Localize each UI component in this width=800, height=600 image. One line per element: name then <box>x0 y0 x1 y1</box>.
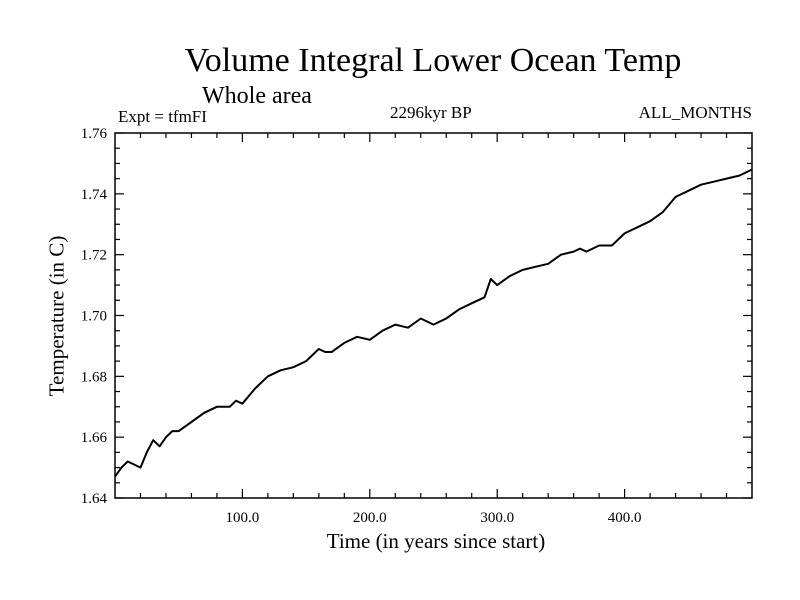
experiment-label: Expt = tfmFI <box>118 107 207 126</box>
chart-title: Volume Integral Lower Ocean Temp <box>184 42 682 79</box>
temperature-series-line <box>114 168 753 478</box>
x-axis-label: Time (in years since start) <box>326 529 546 553</box>
y-tick-label: 1.72 <box>81 248 107 264</box>
plot-frame <box>114 132 753 499</box>
x-tick-label: 400.0 <box>608 510 642 526</box>
y-tick-label: 1.70 <box>81 309 107 325</box>
y-tick-label: 1.76 <box>81 126 108 142</box>
x-tick-label: 300.0 <box>480 510 514 526</box>
x-tick-label: 100.0 <box>226 510 260 526</box>
y-tick-label: 1.68 <box>81 369 107 385</box>
y-tick-label: 1.66 <box>81 430 108 446</box>
period-label: 2296kyr BP <box>390 103 472 122</box>
y-tick-label: 1.64 <box>81 491 108 507</box>
y-axis-label: Temperature (in C) <box>44 235 69 397</box>
months-label: ALL_MONTHS <box>638 103 752 122</box>
y-tick-label: 1.74 <box>81 187 108 203</box>
axis-ticks: 1.64 1.66 1.68 1.70 1.72 1.74 1.76 100.0 200.0 30… <box>81 126 752 526</box>
chart-subtitle: Whole area <box>202 83 312 109</box>
x-tick-label: 200.0 <box>353 510 387 526</box>
